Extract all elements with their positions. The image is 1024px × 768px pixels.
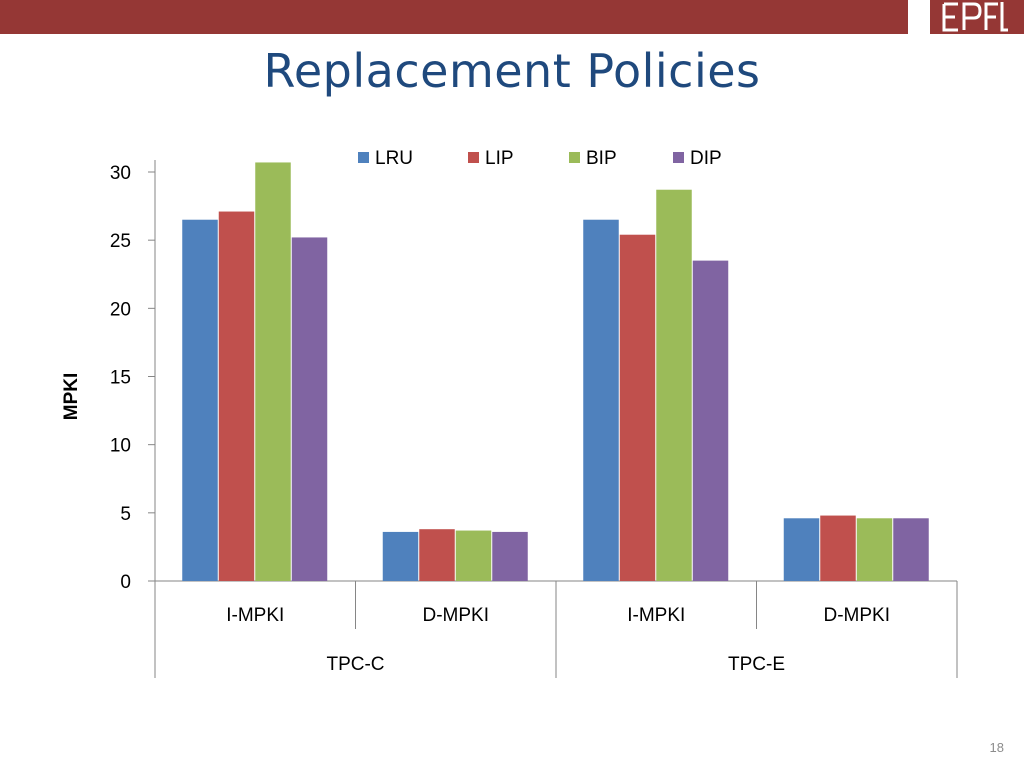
epfl-logo [930, 0, 1024, 34]
x-category-label: D-MPKI [423, 605, 490, 626]
epfl-logo-icon [942, 2, 1008, 32]
bar-lru [783, 518, 820, 581]
top-band [0, 0, 1024, 34]
legend-label-lip: LIP [485, 148, 514, 169]
bar-dip [492, 531, 528, 581]
y-tick-label: 20 [110, 299, 131, 320]
x-category-label: D-MPKI [824, 605, 891, 626]
page-number: 18 [989, 740, 1004, 755]
y-tick-label: 30 [110, 163, 131, 184]
y-tick-label: 0 [120, 572, 131, 593]
slide-title: Replacement Policies [263, 44, 761, 98]
x-category-label: I-MPKI [627, 605, 685, 626]
bar-lip [419, 529, 455, 581]
bar-dip [291, 237, 328, 581]
legend-swatch-lru [358, 152, 369, 163]
group-label: TPC-C [326, 654, 384, 675]
y-tick-label: 5 [120, 504, 131, 525]
y-tick-label: 10 [110, 436, 131, 457]
bar-dip [692, 260, 729, 581]
legend-label-lru: LRU [375, 148, 413, 169]
bar-lip [820, 515, 856, 581]
bar-lru [182, 219, 218, 581]
bar-lru [583, 219, 619, 581]
bar-lip [218, 211, 255, 581]
legend-swatch-dip [673, 152, 684, 163]
bar-dip [893, 518, 929, 581]
band-gap [908, 0, 930, 34]
bar-bip [656, 189, 692, 581]
bar-lip [619, 234, 656, 582]
legend-swatch-bip [569, 152, 580, 163]
bar-bip [856, 518, 893, 581]
legend-label-dip: DIP [690, 148, 722, 169]
y-axis-title: MPKI [61, 373, 82, 421]
group-label: TPC-E [728, 654, 785, 675]
y-tick-label: 25 [110, 231, 131, 252]
y-tick-label: 15 [110, 368, 131, 389]
bar-bip [455, 530, 492, 581]
bar-lru [382, 531, 419, 581]
legend-label-bip: BIP [586, 148, 617, 169]
legend-swatch-lip [468, 152, 479, 163]
bar-bip [255, 162, 291, 581]
x-category-label: I-MPKI [226, 605, 284, 626]
